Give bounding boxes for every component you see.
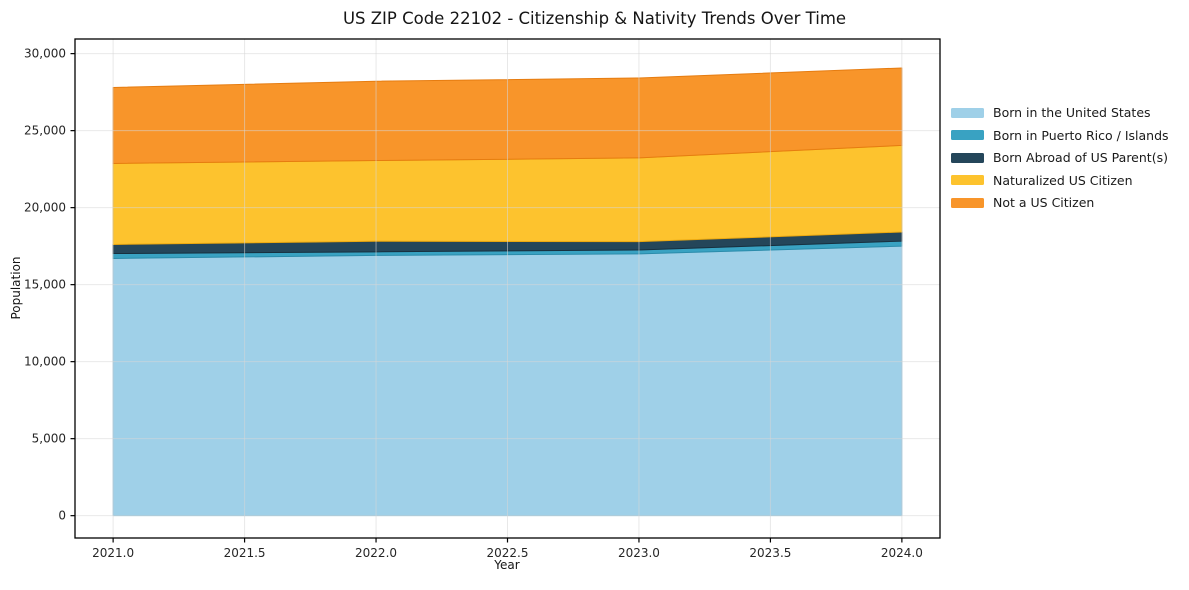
legend-item-naturalized-us-citizen: Naturalized US Citizen xyxy=(951,173,1169,188)
x-tick-label: 2024.0 xyxy=(881,546,923,560)
x-tick-label: 2022.0 xyxy=(355,546,397,560)
x-tick-label: 2023.5 xyxy=(749,546,791,560)
legend-swatch xyxy=(951,107,984,118)
legend-item-born-in-the-united-states: Born in the United States xyxy=(951,105,1169,120)
legend-item-not-a-us-citizen: Not a US Citizen xyxy=(951,195,1169,210)
legend: Born in the United States Born in Puerto … xyxy=(951,105,1169,210)
x-axis-label: Year xyxy=(494,558,520,572)
y-tick-label: 15,000 xyxy=(24,278,66,292)
x-tick-label: 2022.5 xyxy=(487,546,529,560)
y-tick-label: 20,000 xyxy=(24,201,66,215)
y-tick-label: 25,000 xyxy=(24,124,66,138)
legend-swatch xyxy=(951,130,984,140)
legend-swatch xyxy=(951,175,984,185)
y-tick-label: 0 xyxy=(58,509,66,523)
x-tick-label: 2023.0 xyxy=(618,546,660,560)
x-tick-label: 2021.5 xyxy=(224,546,266,560)
legend-label: Born in the United States xyxy=(993,105,1151,120)
legend-label: Born in Puerto Rico / Islands xyxy=(993,127,1169,143)
y-tick-label: 30,000 xyxy=(24,47,66,61)
legend-item-born-in-puerto-rico-islands: Born in Puerto Rico / Islands xyxy=(951,128,1169,143)
chart-title: US ZIP Code 22102 - Citizenship & Nativi… xyxy=(342,9,847,28)
legend-label: Naturalized US Citizen xyxy=(993,172,1133,188)
x-tick-label: 2021.0 xyxy=(92,546,134,560)
legend-swatch xyxy=(951,197,984,208)
legend-swatch xyxy=(951,152,984,163)
y-tick-label: 10,000 xyxy=(24,355,66,369)
legend-label: Born Abroad of US Parent(s) xyxy=(993,150,1168,165)
legend-label: Not a US Citizen xyxy=(993,195,1095,210)
legend-item-born-abroad-of-us-parent-s: Born Abroad of US Parent(s) xyxy=(951,150,1169,165)
y-tick-label: 5,000 xyxy=(32,432,66,446)
